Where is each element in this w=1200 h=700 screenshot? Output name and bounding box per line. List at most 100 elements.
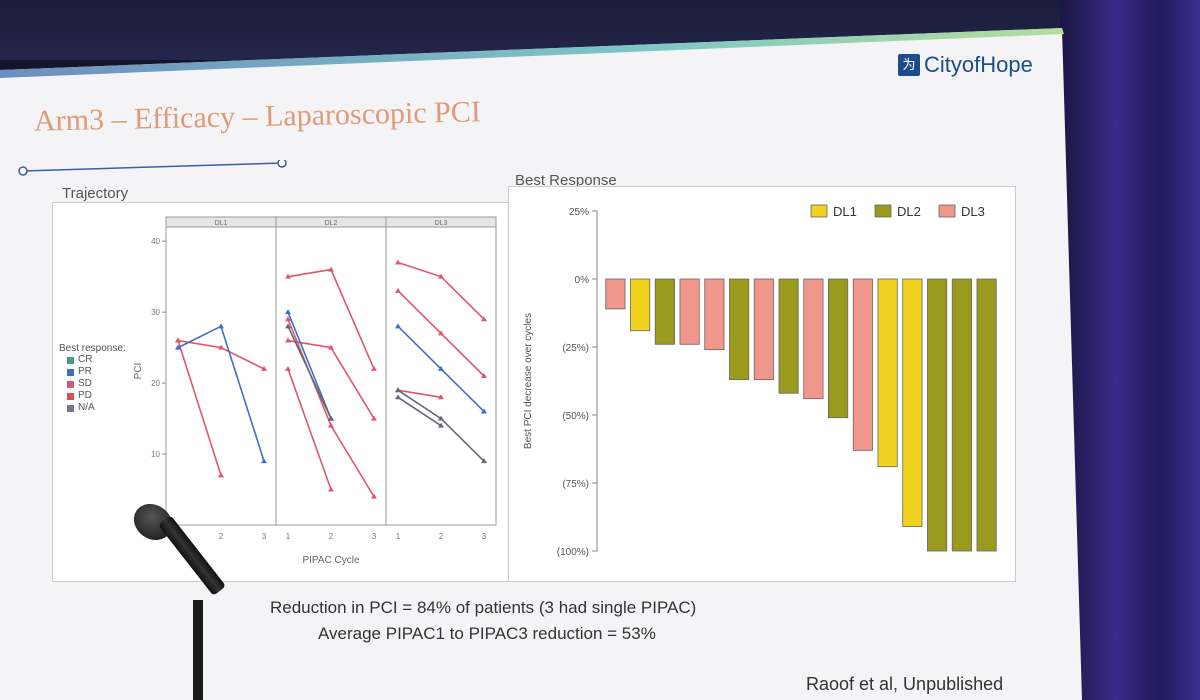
waterfall-bar	[927, 279, 946, 551]
legend-swatch	[67, 393, 74, 400]
y-axis-label: PCI	[133, 363, 144, 380]
facet-label: DL3	[435, 220, 448, 227]
legend-swatch	[67, 357, 74, 364]
trajectory-line	[398, 262, 484, 319]
y-tick-label: 20	[151, 379, 160, 388]
waterfall-bar	[952, 279, 971, 551]
legend-text: N/A	[78, 402, 95, 414]
trajectory-point	[395, 387, 401, 392]
trajectory-line	[178, 341, 221, 476]
trajectory-point	[395, 288, 401, 293]
trajectory-point	[395, 323, 401, 328]
logo: 为 CityofHope	[898, 52, 1033, 78]
y-axis-label: Best PCI decrease over cycles	[523, 313, 534, 449]
legend-swatch	[67, 369, 74, 376]
x-tick-label: 1	[286, 532, 291, 541]
legend-text: SD	[78, 378, 92, 390]
trajectory-point	[285, 309, 291, 314]
legend-text: CR	[78, 354, 92, 366]
trajectory-panel-label: Trajectory	[62, 185, 128, 202]
waterfall-plot: 25% 0% (25%) (50%) (75%) (100%) Best PCI decre…	[509, 187, 1015, 581]
legend-entry: PR	[67, 366, 126, 378]
y-tick-label: 0%	[575, 275, 590, 286]
caption-average: Average PIPAC1 to PIPAC3 reduction = 53%	[318, 624, 656, 644]
trajectory-point	[285, 338, 291, 343]
facet-panel	[276, 227, 386, 525]
x-tick-label: 3	[262, 532, 267, 541]
legend-swatch	[67, 381, 74, 388]
facet-label: DL1	[215, 220, 228, 227]
y-tick-label: 10	[151, 450, 160, 459]
trajectory-point	[395, 394, 401, 399]
trajectory-point	[285, 366, 291, 371]
response-legend: Best response: CR PR SD PD N/A	[59, 343, 126, 414]
waterfall-bar	[977, 279, 996, 551]
legend-entry: PD	[67, 390, 126, 402]
facet-panel	[386, 227, 496, 525]
y-tick-label: (25%)	[562, 343, 589, 354]
legend-text: DL1	[833, 204, 857, 219]
legend-entry: CR	[67, 354, 126, 366]
legend-swatch	[811, 205, 827, 217]
waterfall-bar	[705, 279, 724, 350]
legend-entry: SD	[67, 378, 126, 390]
waterfall-bar	[903, 279, 922, 527]
trajectory-point	[328, 423, 334, 428]
waterfall-bar	[655, 279, 674, 344]
waterfall-bar	[729, 279, 748, 380]
y-tick-label: (100%)	[557, 547, 589, 558]
legend-title: Best response:	[59, 343, 126, 354]
best-response-chart: 25% 0% (25%) (50%) (75%) (100%) Best PCI decre…	[508, 186, 1016, 582]
caption-reduction: Reduction in PCI = 84% of patients (3 ha…	[270, 598, 696, 618]
trajectory-line	[288, 326, 331, 418]
legend-text: PD	[78, 390, 92, 402]
waterfall-bar	[853, 279, 872, 450]
city-of-hope-mark-icon: 为	[898, 54, 920, 76]
stage-curtain	[1060, 0, 1200, 700]
microphone-stand	[193, 600, 203, 700]
legend-text: DL3	[961, 204, 985, 219]
trajectory-point	[371, 366, 377, 371]
x-tick-label: 1	[396, 532, 401, 541]
waterfall-bar	[878, 279, 897, 467]
y-tick-label: 25%	[569, 207, 589, 218]
legend-text: PR	[78, 366, 92, 378]
x-tick-label: 3	[372, 532, 377, 541]
legend-swatch	[67, 405, 74, 412]
trajectory-point	[328, 416, 334, 421]
y-tick-label: 30	[151, 308, 160, 317]
x-axis-label: PIPAC Cycle	[302, 555, 359, 566]
x-tick-label: 2	[219, 532, 224, 541]
trajectory-point	[175, 338, 181, 343]
y-tick-label: (50%)	[562, 411, 589, 422]
x-tick-label: 3	[482, 532, 487, 541]
x-tick-label: 2	[329, 532, 334, 541]
waterfall-bar	[606, 279, 625, 309]
citation: Raoof et al, Unpublished	[806, 674, 1003, 695]
waterfall-bar	[828, 279, 847, 418]
trajectory-point	[328, 267, 334, 272]
legend-entry: N/A	[67, 402, 126, 414]
y-tick-label: (75%)	[562, 479, 589, 490]
waterfall-bar	[754, 279, 773, 380]
trajectory-point	[218, 323, 224, 328]
legend-swatch	[939, 205, 955, 217]
waterfall-bar	[804, 279, 823, 399]
waterfall-bar	[630, 279, 649, 331]
trajectory-point	[395, 259, 401, 264]
trajectory-line	[288, 369, 331, 490]
y-tick-label: 40	[151, 237, 160, 246]
trajectory-line	[288, 312, 331, 418]
waterfall-bar	[680, 279, 699, 344]
logo-text: CityofHope	[924, 52, 1033, 78]
title-divider	[18, 160, 288, 176]
facet-panel	[166, 227, 276, 525]
trajectory-point	[328, 487, 334, 492]
trajectory-line	[398, 397, 441, 425]
trajectory-point	[261, 458, 267, 463]
trajectory-point	[218, 472, 224, 477]
legend-text: DL2	[897, 204, 921, 219]
x-tick-label: 2	[439, 532, 444, 541]
facet-label: DL2	[325, 220, 338, 227]
